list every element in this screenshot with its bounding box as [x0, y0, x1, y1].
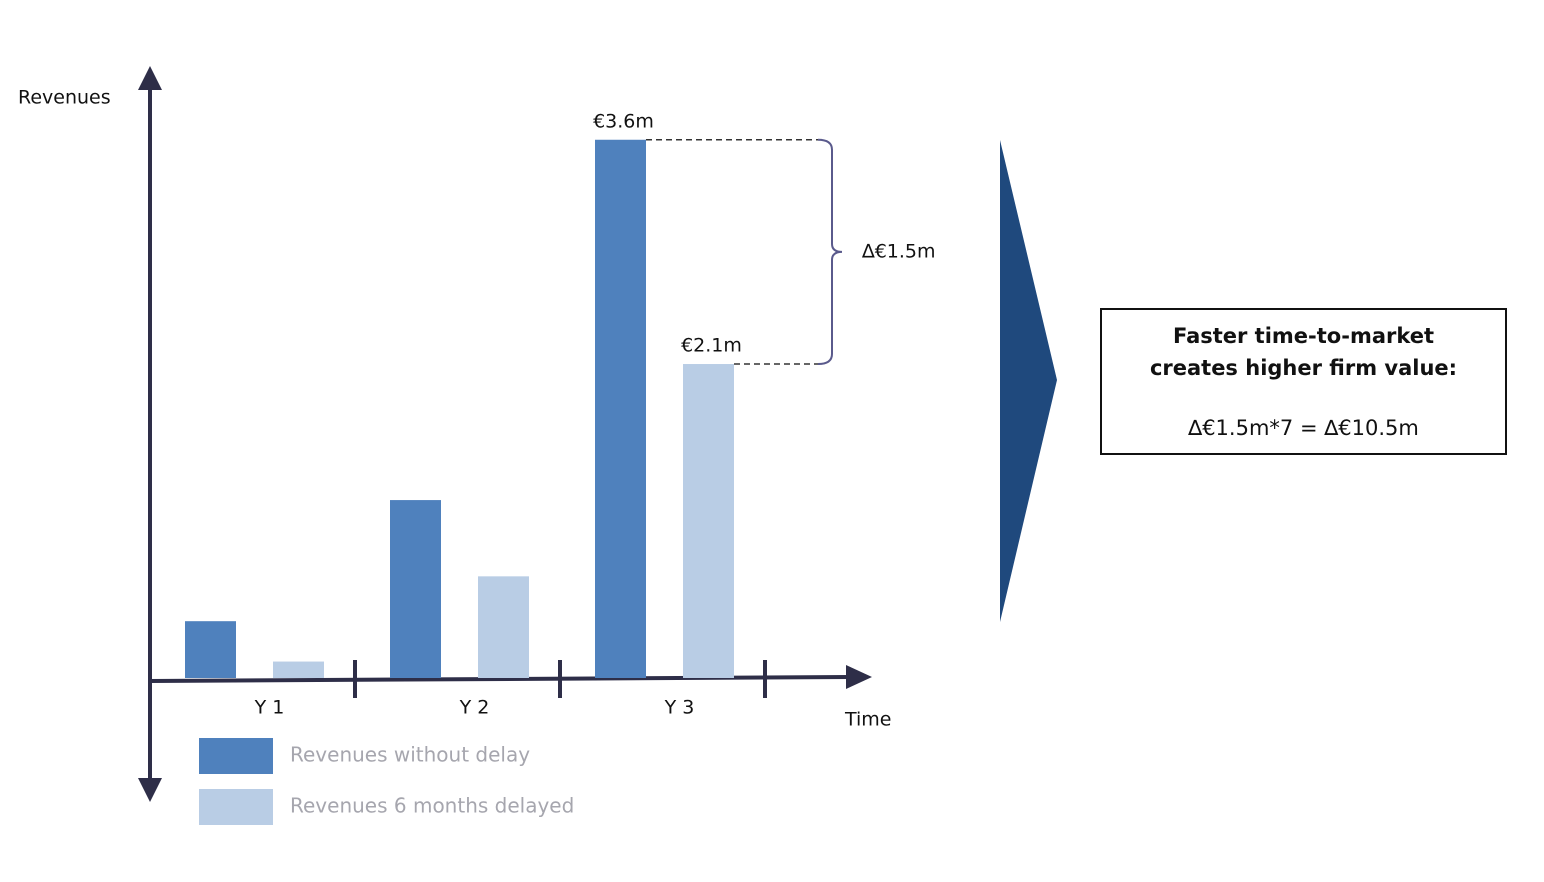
x-tick-label: Y 2	[459, 697, 490, 719]
bar	[595, 139, 646, 678]
x-tick-label: Y 3	[664, 697, 695, 719]
legend-text: Revenues without delay	[290, 743, 530, 767]
value-label: €2.1m	[681, 335, 742, 357]
y-axis-arrow-bottom	[138, 778, 162, 802]
x-axis-arrow	[846, 665, 872, 689]
y-axis-arrow-top	[138, 66, 162, 90]
callout-title: Faster time-to-market creates higher fir…	[1149, 324, 1458, 380]
legend-swatch	[199, 789, 273, 825]
y-axis-label: Revenues	[18, 87, 111, 109]
bar	[683, 364, 734, 678]
legend-text: Revenues 6 months delayed	[290, 794, 574, 818]
legend-swatch	[199, 738, 273, 774]
x-axis-label: Time	[844, 709, 892, 731]
x-tick-label: Y 1	[254, 697, 285, 719]
delta-annotation: ∆€1.5m	[861, 240, 936, 262]
bar	[478, 576, 529, 678]
chevron-arrow	[1000, 140, 1057, 622]
callout-box: Faster time-to-market creates higher fir…	[1100, 308, 1507, 455]
callout-text: ∆€1.5m*7 = ∆€10.5m	[1188, 416, 1419, 440]
bar	[390, 500, 441, 678]
bar	[185, 621, 236, 678]
bracket	[817, 138, 843, 366]
value-label: €3.6m	[593, 110, 654, 132]
bar	[273, 661, 324, 678]
